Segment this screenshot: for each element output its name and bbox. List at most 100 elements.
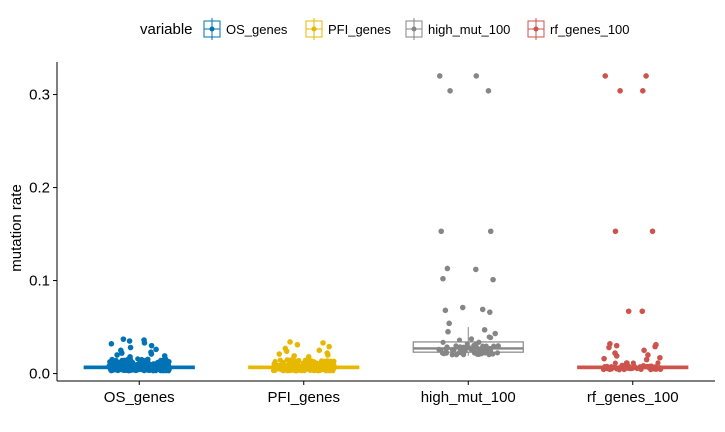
data-point: [438, 228, 445, 235]
data-point: [481, 327, 488, 333]
data-point: [320, 340, 326, 346]
data-point: [145, 360, 152, 366]
data-point: [445, 328, 451, 335]
data-point: [612, 360, 618, 366]
y-tick-label: 0.2: [29, 180, 50, 197]
data-point: [440, 275, 446, 282]
data-point: [326, 343, 332, 350]
data-point: [329, 359, 335, 365]
series-PFI_genes: [248, 339, 360, 374]
legend-key-point: [411, 26, 417, 32]
data-point: [494, 350, 501, 356]
series-rf_genes_100: [577, 73, 689, 373]
data-point: [612, 228, 619, 235]
data-point: [602, 73, 609, 79]
data-point: [613, 342, 620, 349]
data-point: [126, 338, 133, 344]
data-point: [127, 367, 133, 374]
data-point: [649, 228, 656, 235]
data-point: [492, 330, 499, 337]
data-point: [294, 341, 301, 348]
data-point: [479, 306, 486, 313]
data-point: [655, 360, 661, 366]
x-tick-label: OS_genes: [104, 389, 175, 406]
data-point: [625, 308, 632, 315]
data-point: [127, 344, 134, 351]
data-point: [114, 352, 120, 358]
data-point: [643, 73, 649, 79]
data-point: [325, 352, 331, 358]
data-point: [127, 358, 133, 365]
axes: 0.0 0.1 0.2 0.3 OS_genes PFI_genes high_mut_10…: [29, 62, 715, 406]
data-point: [485, 88, 492, 94]
data-point: [471, 342, 477, 349]
data-point: [163, 361, 169, 367]
legend-key-point: [533, 26, 539, 32]
data-point: [148, 342, 155, 349]
data-point: [449, 352, 455, 358]
data-point: [617, 88, 623, 94]
series-high_mut_100: [412, 73, 524, 358]
data-point: [118, 359, 124, 365]
data-point: [630, 360, 636, 366]
plot-area: [83, 73, 689, 374]
data-point: [657, 354, 663, 361]
series-OS_genes: [83, 336, 195, 374]
data-point: [490, 276, 496, 283]
data-point: [127, 354, 133, 360]
y-axis-title: mutation rate: [8, 184, 25, 272]
legend-entry-rf_genes_100: rf_genes_100: [527, 18, 630, 40]
data-point: [482, 350, 489, 356]
data-point: [613, 353, 620, 359]
data-point: [161, 353, 168, 359]
x-tick-label: PFI_genes: [267, 389, 340, 406]
data-point: [446, 320, 452, 327]
data-point: [313, 361, 319, 367]
data-point: [473, 266, 479, 273]
data-point: [473, 73, 480, 79]
x-tick-label: rf_genes_100: [587, 389, 679, 406]
data-point: [639, 308, 646, 315]
data-point: [120, 336, 127, 342]
data-point: [442, 307, 449, 314]
data-point: [141, 340, 148, 346]
data-point: [305, 354, 312, 360]
data-point: [447, 88, 453, 94]
legend-key-point: [209, 26, 215, 32]
legend-entry-PFI_genes: PFI_genes: [305, 18, 391, 40]
legend-key-point: [311, 26, 317, 32]
data-point: [107, 359, 113, 365]
data-point: [488, 334, 494, 341]
legend-title: variable: [140, 21, 193, 38]
data-point: [601, 355, 607, 362]
x-tick-label: high_mut_100: [421, 389, 516, 406]
data-point: [291, 353, 297, 359]
legend-label: OS_genes: [226, 22, 288, 37]
data-point: [148, 351, 155, 357]
data-point: [119, 350, 125, 356]
data-point: [487, 228, 494, 235]
data-point: [459, 304, 466, 311]
legend-label: rf_genes_100: [550, 22, 630, 37]
data-point: [474, 351, 480, 357]
legend-entry-OS_genes: OS_genes: [203, 18, 288, 40]
data-point: [316, 347, 323, 354]
legend-label: high_mut_100: [428, 22, 510, 37]
data-point: [276, 351, 283, 357]
data-point: [153, 346, 159, 353]
data-point: [640, 88, 646, 94]
data-point: [464, 341, 470, 347]
data-point: [284, 357, 290, 363]
data-point: [606, 344, 612, 351]
data-point: [287, 339, 293, 345]
data-point: [283, 348, 290, 355]
y-tick-label: 0.0: [29, 366, 50, 383]
data-point: [468, 336, 474, 342]
data-point: [453, 343, 459, 349]
data-point: [643, 356, 650, 363]
y-tick-label: 0.1: [29, 273, 50, 290]
data-point: [436, 73, 443, 79]
data-point: [641, 347, 647, 354]
legend-label: PFI_genes: [328, 22, 391, 37]
